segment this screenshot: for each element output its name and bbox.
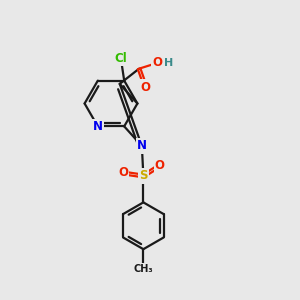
Text: O: O — [118, 167, 128, 179]
Text: S: S — [139, 169, 148, 182]
Text: N: N — [137, 140, 147, 152]
Text: N: N — [93, 120, 103, 133]
Text: H: H — [164, 58, 174, 68]
Text: O: O — [153, 56, 163, 69]
Text: CH₃: CH₃ — [134, 264, 153, 274]
Text: O: O — [141, 81, 151, 94]
Text: O: O — [155, 159, 165, 172]
Text: Cl: Cl — [115, 52, 127, 65]
